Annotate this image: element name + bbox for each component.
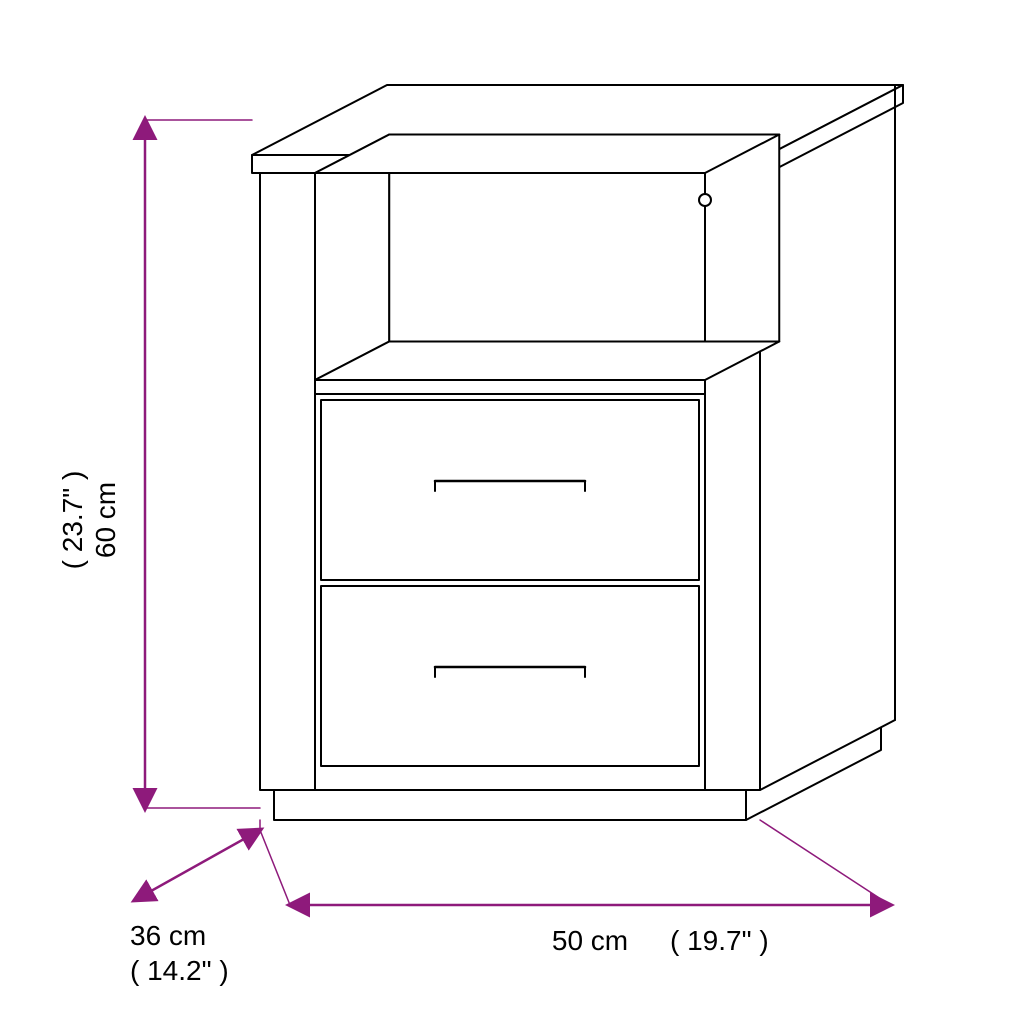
cabinet-line-drawing bbox=[252, 85, 903, 820]
height-label: 60 cm ( 23.7" ) bbox=[57, 471, 121, 570]
dimension-diagram: 60 cm ( 23.7" ) 36 cm ( 14.2" ) 50 cm ( … bbox=[0, 0, 1024, 1024]
depth-metric: 36 cm bbox=[130, 920, 206, 951]
depth-label: 36 cm ( 14.2" ) bbox=[130, 920, 229, 986]
width-metric: 50 cm bbox=[552, 925, 628, 956]
width-label: 50 cm ( 19.7" ) bbox=[552, 925, 769, 956]
width-imperial: ( 19.7" ) bbox=[670, 925, 769, 956]
height-metric: 60 cm bbox=[90, 482, 121, 558]
depth-imperial: ( 14.2" ) bbox=[130, 955, 229, 986]
height-imperial: ( 23.7" ) bbox=[57, 471, 88, 570]
